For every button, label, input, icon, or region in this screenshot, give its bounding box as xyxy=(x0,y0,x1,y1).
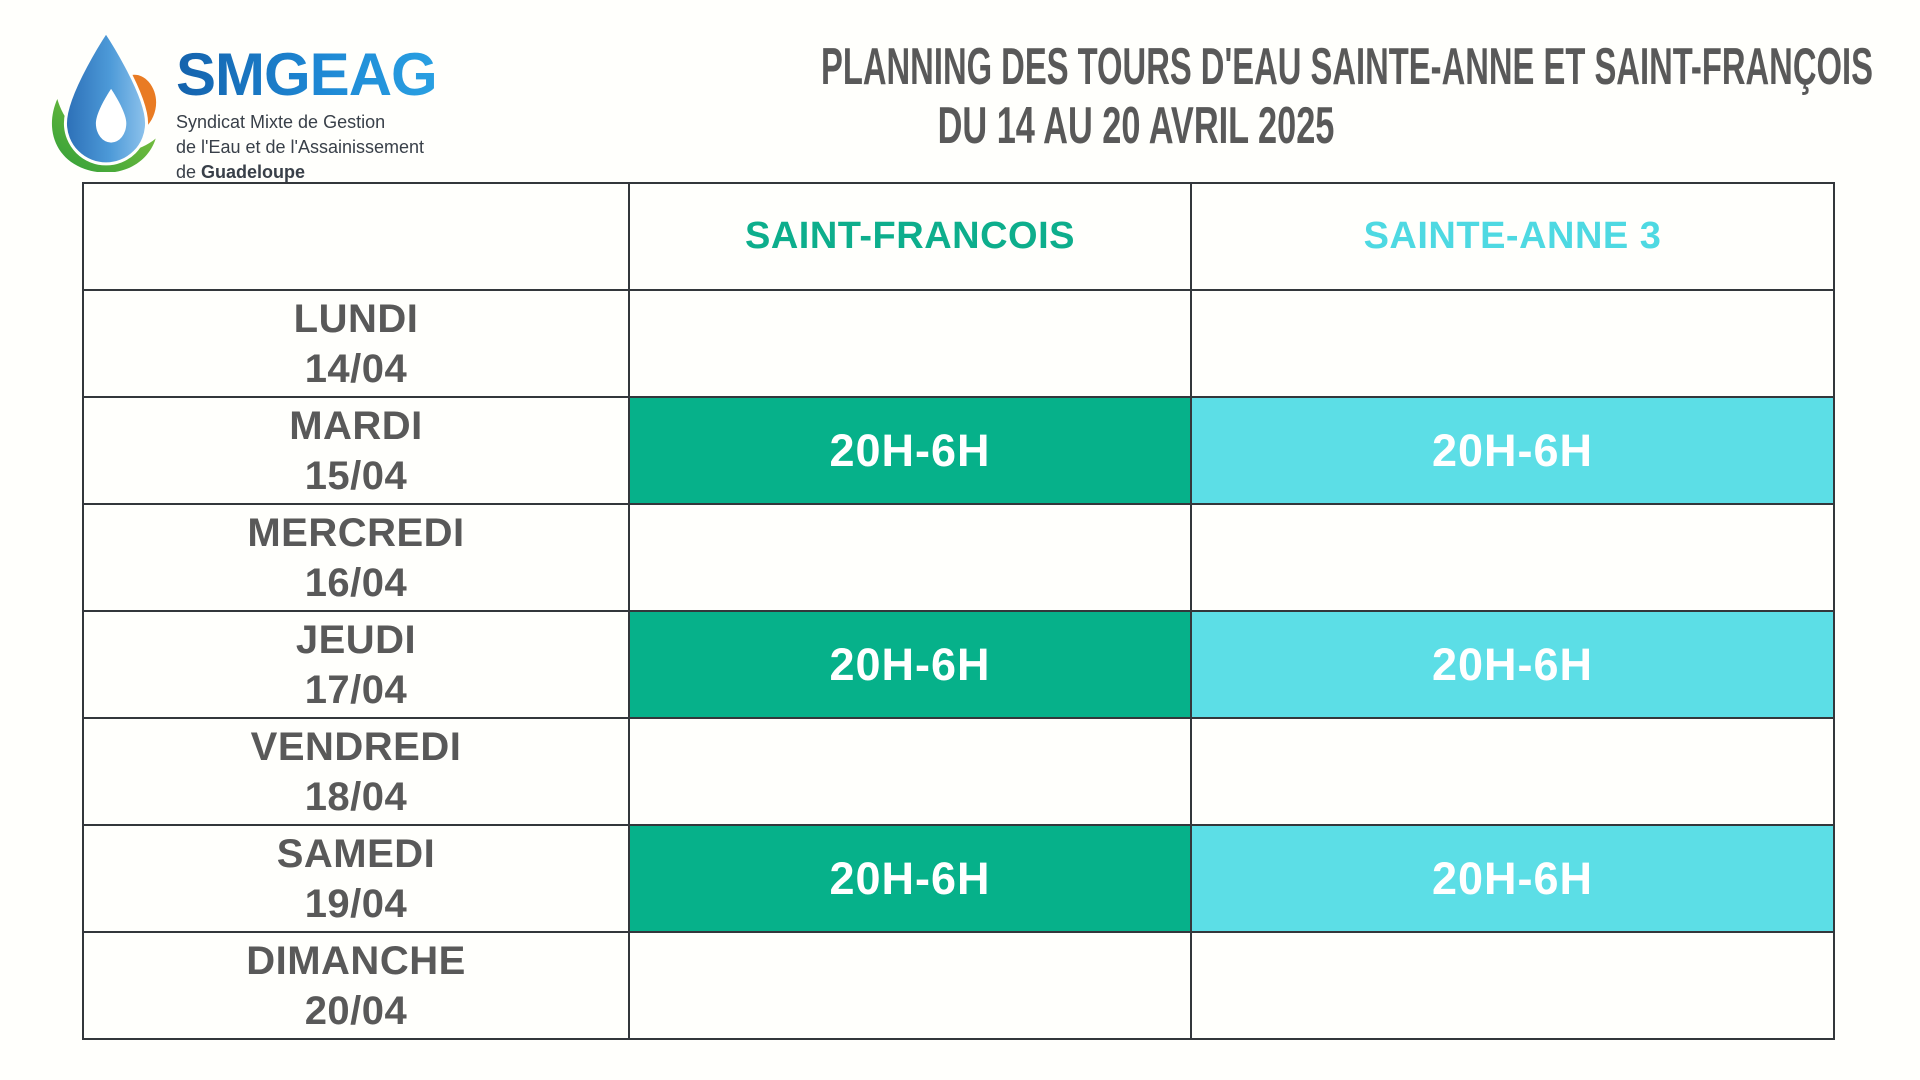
table-row-jeudi: JEUDI 17/04 20H-6H 20H-6H xyxy=(82,610,1835,719)
slot-sainte-anne xyxy=(1190,717,1835,826)
slot-sainte-anne xyxy=(1190,503,1835,612)
table-row-lundi: LUNDI 14/04 xyxy=(82,289,1835,398)
day-label: LUNDI 14/04 xyxy=(82,289,630,398)
table-corner-spacer xyxy=(82,182,630,291)
header-row: SAINT-FRANCOIS SAINTE-ANNE 3 xyxy=(82,182,1835,291)
slot-saint-francois: 20H-6H xyxy=(628,824,1192,933)
slot-saint-francois xyxy=(628,503,1192,612)
table-row-samedi: SAMEDI 19/04 20H-6H 20H-6H xyxy=(82,824,1835,933)
slot-saint-francois xyxy=(628,931,1192,1040)
day-label: MERCREDI 16/04 xyxy=(82,503,630,612)
logo-text: SMGEAG Syndicat Mixte de Gestion de l'Ea… xyxy=(176,30,438,185)
logo-subtitle-line3: de Guadeloupe xyxy=(176,162,306,182)
logo-subtitle: Syndicat Mixte de Gestion de l'Eau et de… xyxy=(176,110,437,185)
page-title: PLANNING DES TOURS D'EAU SAINTE-ANNE ET … xyxy=(636,38,1873,156)
column-header-saint-francois: SAINT-FRANCOIS xyxy=(628,182,1192,291)
smgeag-logo: SMGEAG Syndicat Mixte de Gestion de l'Ea… xyxy=(44,30,438,185)
slot-sainte-anne xyxy=(1190,931,1835,1040)
slot-sainte-anne: 20H-6H xyxy=(1190,824,1835,933)
slot-saint-francois: 20H-6H xyxy=(628,610,1192,719)
table-row-mardi: MARDI 15/04 20H-6H 20H-6H xyxy=(82,396,1835,505)
water-schedule-table: SAINT-FRANCOIS SAINTE-ANNE 3 LUNDI 14/04 … xyxy=(82,182,1835,1040)
water-drop-logo-icon xyxy=(51,30,157,172)
logo-subtitle-line2: de l'Eau et de l'Assainissement xyxy=(176,137,425,157)
slot-sainte-anne xyxy=(1190,289,1835,398)
table-row-vendredi: VENDREDI 18/04 xyxy=(82,717,1835,826)
day-label: VENDREDI 18/04 xyxy=(82,717,630,826)
slot-saint-francois xyxy=(628,289,1192,398)
slot-sainte-anne: 20H-6H xyxy=(1190,610,1835,719)
table-row-mercredi: MERCREDI 16/04 xyxy=(82,503,1835,612)
logo-acronym: SMGEAG xyxy=(176,41,438,108)
slot-saint-francois: 20H-6H xyxy=(628,396,1192,505)
day-label: MARDI 15/04 xyxy=(82,396,630,505)
page-title-line2: DU 14 AU 20 AVRIL 2025 xyxy=(937,97,1335,155)
page-title-line1: PLANNING DES TOURS D'EAU SAINTE-ANNE ET … xyxy=(821,38,1873,96)
day-label: SAMEDI 19/04 xyxy=(82,824,630,933)
day-label: DIMANCHE 20/04 xyxy=(82,931,630,1040)
slot-saint-francois xyxy=(628,717,1192,826)
column-header-sainte-anne-3: SAINTE-ANNE 3 xyxy=(1190,182,1835,291)
table-row-dimanche: DIMANCHE 20/04 xyxy=(82,931,1835,1040)
logo-subtitle-line1: Syndicat Mixte de Gestion xyxy=(176,112,386,132)
slot-sainte-anne: 20H-6H xyxy=(1190,396,1835,505)
day-label: JEUDI 17/04 xyxy=(82,610,630,719)
